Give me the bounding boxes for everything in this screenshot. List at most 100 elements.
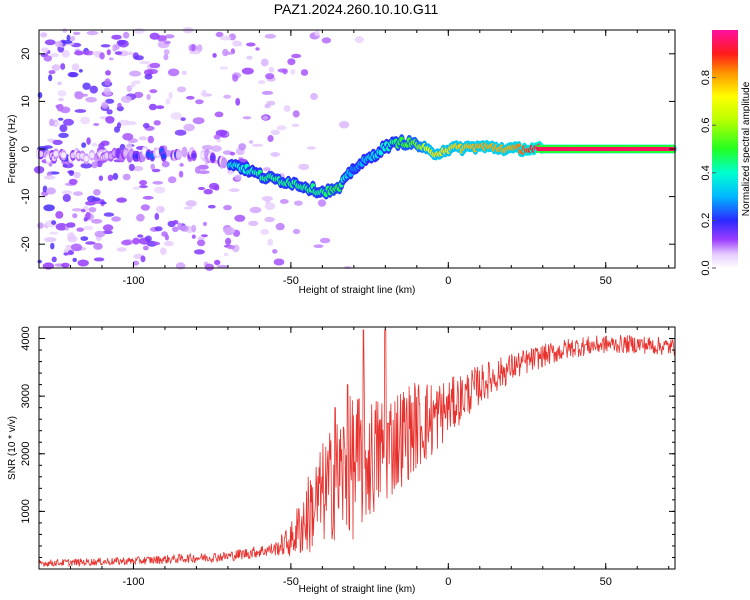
noise-speckle xyxy=(106,49,111,56)
noise-speckle xyxy=(44,39,56,46)
colorbar-tick-label: 0.6 xyxy=(700,118,712,133)
colorbar-label: Normalized spectral amplitude xyxy=(741,81,750,216)
noise-speckle xyxy=(191,234,196,239)
noise-speckle xyxy=(91,161,98,169)
noise-speckle xyxy=(213,185,220,191)
noise-speckle xyxy=(44,237,57,243)
noise-speckle xyxy=(321,37,332,44)
noise-speckle xyxy=(58,117,64,121)
x-tick-label: -100 xyxy=(122,275,144,287)
noise-speckle xyxy=(80,162,93,169)
noise-speckle xyxy=(149,89,158,94)
noise-speckle xyxy=(246,42,256,47)
noise-speckle xyxy=(61,40,73,44)
noise-speckle xyxy=(48,74,53,82)
noise-speckle xyxy=(270,129,280,135)
noise-speckle xyxy=(83,93,88,97)
noise-speckle xyxy=(242,116,252,120)
noise-speckle xyxy=(132,260,139,266)
noise-speckle xyxy=(107,174,114,181)
noise-speckle xyxy=(154,212,160,221)
noise-speckle xyxy=(41,47,49,53)
noise-speckle xyxy=(134,55,144,61)
noise-speckle xyxy=(91,218,103,224)
noise-speckle xyxy=(85,96,97,103)
noise-speckle xyxy=(68,170,74,177)
noise-speckle xyxy=(98,175,104,181)
noise-speckle xyxy=(43,145,53,149)
noise-speckle xyxy=(99,52,105,60)
colorbar-tick-label: 0.2 xyxy=(700,213,712,228)
noise-speckle xyxy=(68,178,78,185)
noise-speckle xyxy=(88,207,97,213)
noise-speckle xyxy=(61,50,70,58)
noise-speckle xyxy=(186,95,195,100)
noise-speckle xyxy=(100,201,107,205)
noise-speckle xyxy=(116,197,127,203)
noise-speckle xyxy=(313,244,324,248)
noise-speckle xyxy=(229,188,240,193)
noise-speckle xyxy=(105,98,115,104)
noise-speckle xyxy=(167,68,180,77)
noise-speckle xyxy=(67,71,77,78)
y-tick-label: 2000 xyxy=(20,442,32,466)
noise-speckle xyxy=(138,136,147,141)
noise-speckle xyxy=(223,227,236,235)
noise-speckle xyxy=(261,196,273,202)
noise-speckle xyxy=(129,70,142,77)
noise-speckle xyxy=(86,137,91,145)
noise-speckle xyxy=(263,167,271,172)
noise-speckle xyxy=(168,91,173,100)
noise-speckle xyxy=(164,40,171,45)
figure-title: PAZ1.2024.260.10.10.G11 xyxy=(274,1,439,17)
noise-speckle xyxy=(48,70,56,75)
snr-ylabel: SNR (10 * v/v) xyxy=(7,416,18,480)
x-tick-label: -100 xyxy=(122,576,144,588)
noise-speckle xyxy=(72,213,78,219)
noise-speckle xyxy=(52,139,63,146)
colorbar-tick-label: 0.8 xyxy=(700,70,712,85)
noise-speckle xyxy=(105,116,115,124)
noise-speckle xyxy=(265,73,275,80)
noise-speckle xyxy=(143,245,149,251)
noise-speckle xyxy=(268,66,275,73)
noise-speckle xyxy=(46,187,56,195)
noise-speckle xyxy=(300,69,309,76)
snr-xlabel: Height of straight line (km) xyxy=(299,584,416,595)
noise-speckle xyxy=(122,173,131,181)
noise-speckle xyxy=(149,32,160,40)
noise-speckle xyxy=(122,133,134,141)
noise-speckle xyxy=(249,206,262,214)
noise-speckle xyxy=(261,90,274,95)
noise-speckle xyxy=(261,58,269,67)
colorbar-tick-label: 0.0 xyxy=(700,260,712,275)
noise-speckle xyxy=(246,55,253,60)
noise-speckle xyxy=(201,144,213,151)
spectrogram-ylabel: Frequency (Hz) xyxy=(7,115,18,184)
noise-speckle xyxy=(223,94,232,99)
noise-speckle xyxy=(144,73,153,80)
noise-speckle xyxy=(255,47,260,51)
spectrogram-ridge xyxy=(36,134,677,200)
noise-speckle xyxy=(215,31,224,38)
noise-speckle xyxy=(139,185,148,189)
noise-speckle xyxy=(133,91,144,99)
noise-speckle xyxy=(183,206,193,210)
noise-speckle xyxy=(152,181,164,185)
colorbar: 0.0 0.2 0.4 0.6 0.8 Normalized spectral ampl… xyxy=(700,30,750,276)
noise-speckle xyxy=(43,204,55,212)
noise-speckle xyxy=(163,53,169,61)
noise-speckle xyxy=(55,211,64,219)
y-tick-label: 3000 xyxy=(20,384,32,408)
noise-speckle xyxy=(276,125,287,131)
ridge-core xyxy=(61,152,67,159)
noise-speckle xyxy=(164,240,174,247)
noise-speckle xyxy=(339,121,350,129)
noise-speckle xyxy=(50,242,55,250)
noise-speckle xyxy=(267,238,274,246)
noise-speckle xyxy=(121,239,132,246)
noise-speckle xyxy=(132,186,140,190)
noise-speckle xyxy=(294,200,303,206)
noise-speckle xyxy=(314,29,320,37)
